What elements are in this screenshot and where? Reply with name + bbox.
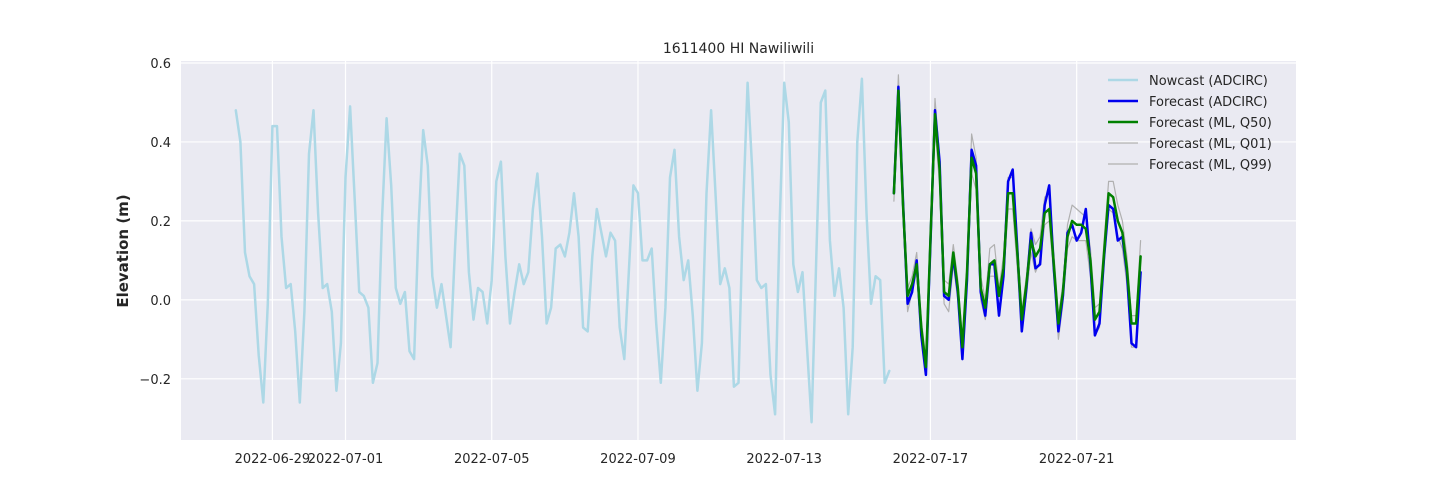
legend-label: Forecast (ML, Q01) [1149,137,1272,152]
y-tick-label: 0.4 [150,136,171,151]
series-line-0 [234,77,891,424]
y-tick-labels: −0.2 0.0 0.2 0.4 0.6 [139,57,171,388]
x-tick-label: 2022-07-13 [746,452,822,467]
y-tick-label: 0.0 [150,294,171,309]
chart-title: 1611400 HI Nawiliwili [663,41,814,57]
x-tick-label: 2022-07-09 [600,452,676,467]
y-tick-label: −0.2 [139,373,171,388]
series-line-2 [892,89,1142,369]
x-tick-label: 2022-07-01 [308,452,384,467]
y-axis-label: Elevation (m) [114,194,132,307]
legend-label: Forecast (ML, Q50) [1149,116,1272,131]
grid-lines [181,61,1296,440]
legend-label: Forecast (ML, Q99) [1149,158,1272,173]
x-tick-label: 2022-07-17 [893,452,969,467]
y-tick-label: 0.6 [150,57,171,72]
legend: Nowcast (ADCIRC) Forecast (ADCIRC) Forecas… [1108,74,1272,173]
legend-label: Nowcast (ADCIRC) [1149,74,1268,89]
x-tick-label: 2022-06-29 [235,452,311,467]
y-tick-label: 0.2 [150,215,171,230]
x-tick-label: 2022-07-05 [454,452,530,467]
series-lines [234,74,1142,424]
legend-label: Forecast (ADCIRC) [1149,95,1268,110]
x-tick-label: 2022-07-21 [1039,452,1115,467]
